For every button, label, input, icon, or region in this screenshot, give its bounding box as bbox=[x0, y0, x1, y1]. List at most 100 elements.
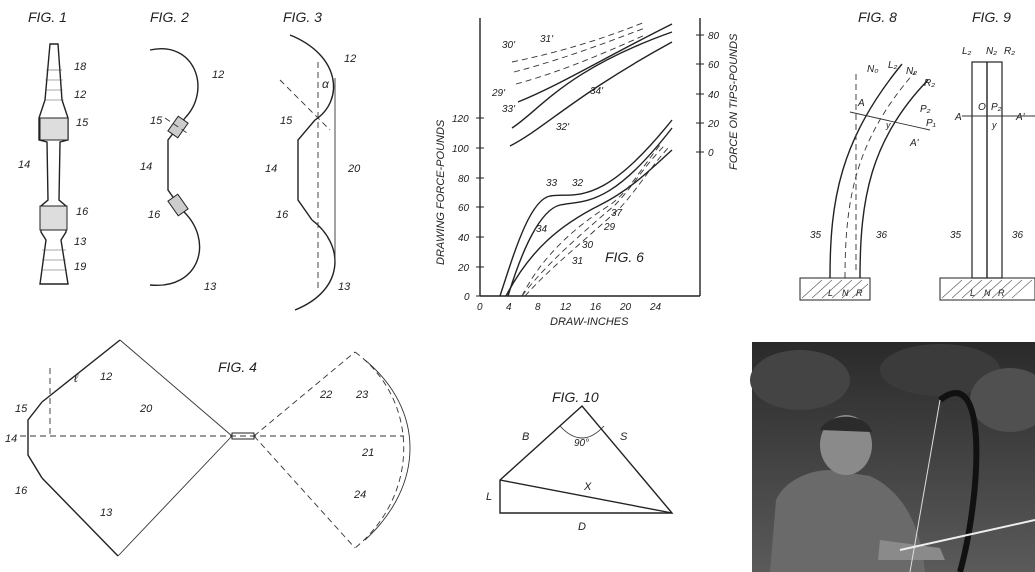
photo-archer-hair bbox=[820, 416, 872, 432]
fig3-handle bbox=[297, 119, 316, 221]
fig10-hypotenuse bbox=[499, 479, 673, 514]
fig4-ref-16: 16 bbox=[15, 485, 28, 497]
fig1-lower-grip bbox=[39, 205, 68, 231]
photo-arrow bbox=[899, 519, 1035, 551]
fig3-ref-12: 12 bbox=[344, 53, 356, 65]
photo-bow bbox=[938, 390, 980, 572]
fig6-left-tick-40: 40 bbox=[458, 233, 470, 244]
fig6-label-32: 32 bbox=[572, 178, 584, 189]
fig9-R2: R₂ bbox=[1004, 46, 1015, 57]
fig3-title: FIG. 3 bbox=[283, 9, 322, 25]
fig8-L2: L₂ bbox=[888, 60, 898, 71]
photo-archer-hands bbox=[878, 540, 945, 560]
fig1-ref-12: 12 bbox=[74, 89, 86, 101]
fig6-left-tick-100: 100 bbox=[452, 144, 469, 155]
fig3-ref-20: 20 bbox=[347, 163, 361, 175]
fig10-triangle bbox=[499, 404, 674, 514]
fig6-curve-32 bbox=[507, 127, 673, 297]
fig10-label-B: B bbox=[522, 431, 529, 443]
fig2-lower-limb bbox=[149, 209, 201, 286]
fig2-upper-limb bbox=[149, 48, 199, 119]
fig10-label-X: X bbox=[583, 481, 592, 493]
fig6-left-tick-80: 80 bbox=[458, 174, 470, 185]
fig6-x-tick-8: 8 bbox=[535, 302, 541, 313]
fig8-N: N bbox=[842, 288, 849, 298]
fig1-ref-19: 19 bbox=[74, 261, 86, 273]
fig10-label-D: D bbox=[578, 521, 586, 533]
fig1: FIG. 1 18 12 15 14 16 13 19 bbox=[18, 9, 89, 285]
fig8-35: 35 bbox=[810, 230, 822, 241]
fig2-ref-15: 15 bbox=[150, 115, 163, 127]
fig1-ref-14: 14 bbox=[18, 159, 30, 171]
fig4-title: FIG. 4 bbox=[218, 359, 257, 375]
fig6-right-tick-20: 20 bbox=[707, 119, 720, 130]
fig4-ref-13: 13 bbox=[100, 507, 113, 519]
fig6-x-axis-label: DRAW-INCHES bbox=[550, 316, 629, 328]
fig6-curve-29 bbox=[521, 144, 661, 297]
photo-bowstring bbox=[909, 399, 941, 572]
fig6-curve-33 bbox=[499, 119, 673, 297]
fig8-N2: N₂ bbox=[906, 66, 917, 77]
fig3-ref-14: 14 bbox=[265, 163, 277, 175]
photo-foliage-1 bbox=[750, 350, 850, 410]
fig6-label-33p: 33' bbox=[502, 104, 516, 115]
fig9-L: L bbox=[970, 288, 975, 298]
fig1-ref-15: 15 bbox=[76, 117, 89, 129]
fig3-angle: α bbox=[322, 77, 330, 91]
fig9: FIG. 9 L₂ N₂ R₂ O P₂ y A A' 35 36 L N R bbox=[939, 9, 1035, 301]
fig9-title: FIG. 9 bbox=[972, 9, 1011, 25]
fig6-left-axis-label: DRAWING FORCE-POUNDS bbox=[435, 119, 447, 265]
fig10: FIG. 10 B S 90° X L D bbox=[486, 389, 674, 533]
fig4-ref-20: 20 bbox=[139, 403, 153, 415]
fig6-right-tick-0: 0 bbox=[708, 148, 714, 159]
fig8-neutral bbox=[844, 71, 916, 279]
fig8-Aprime: A' bbox=[909, 138, 920, 149]
fig8-R: R bbox=[856, 288, 863, 298]
fig6-x-tick-24: 24 bbox=[649, 302, 662, 313]
fig8-R2: R₂ bbox=[924, 78, 935, 89]
fig4-string-lower bbox=[117, 435, 233, 557]
fig4-handle bbox=[27, 401, 43, 479]
photo-foliage-2 bbox=[880, 344, 1000, 396]
fig6-label-30: 30 bbox=[582, 240, 594, 251]
fig6-left-tick-120: 120 bbox=[452, 114, 469, 125]
fig4-ref-21: 21 bbox=[361, 447, 374, 459]
fig4-dashed-lower bbox=[253, 435, 356, 549]
fig3-lower-limb bbox=[294, 219, 336, 311]
fig1-ref-16: 16 bbox=[76, 206, 89, 218]
fig4-ref-22: 22 bbox=[319, 389, 332, 401]
fig6-label-34p: 34' bbox=[590, 86, 604, 97]
fig4-ref-15: 15 bbox=[15, 403, 28, 415]
fig6-x-tick-4: 4 bbox=[506, 302, 512, 313]
fig6-left-tick-20: 20 bbox=[457, 263, 470, 274]
fig4-dashed-bow bbox=[354, 351, 405, 549]
fig4-ref-23: 23 bbox=[355, 389, 369, 401]
fig6-title: FIG. 6 bbox=[605, 249, 644, 265]
fig6-right-tick-40: 40 bbox=[708, 90, 720, 101]
fig6-curve-33p bbox=[517, 23, 673, 103]
fig6-x-tick-20: 20 bbox=[619, 302, 632, 313]
fig3-ref-15: 15 bbox=[280, 115, 293, 127]
fig9-base bbox=[939, 277, 1035, 301]
fig1-ref-18: 18 bbox=[74, 61, 87, 73]
fig2-ref-12: 12 bbox=[212, 69, 224, 81]
fig2-dash-line bbox=[164, 117, 191, 136]
fig6-right-axis-label: FORCE ON TIPS-POUNDS bbox=[728, 33, 740, 170]
fig8: FIG. 8 N₀ L₂ N₂ R₂ P₂ P₁ A A' y 35 36 L … bbox=[799, 9, 936, 301]
fig8-title: FIG. 8 bbox=[858, 9, 897, 25]
fig8-left-edge bbox=[829, 63, 903, 279]
photo-foliage-3 bbox=[970, 368, 1035, 432]
fig6-x-tick-12: 12 bbox=[560, 302, 572, 313]
fig6-curve-34 bbox=[505, 149, 673, 297]
fig6-label-31p: 31' bbox=[540, 34, 554, 45]
fig4: FIG. 4 ℓ 12 15 14 16 13 20 22 23 21 24 bbox=[5, 339, 411, 557]
fig2-ref-13: 13 bbox=[204, 281, 217, 293]
fig4-upper-limb bbox=[41, 339, 121, 403]
fig6-curve-29p bbox=[515, 34, 646, 85]
fig4-lower-limb bbox=[41, 477, 119, 557]
fig6-label-33: 33 bbox=[546, 178, 558, 189]
fig6-label-30p: 30' bbox=[502, 40, 516, 51]
fig6-left-tick-0: 0 bbox=[464, 292, 470, 303]
fig9-P2: P₂ bbox=[991, 102, 1002, 113]
